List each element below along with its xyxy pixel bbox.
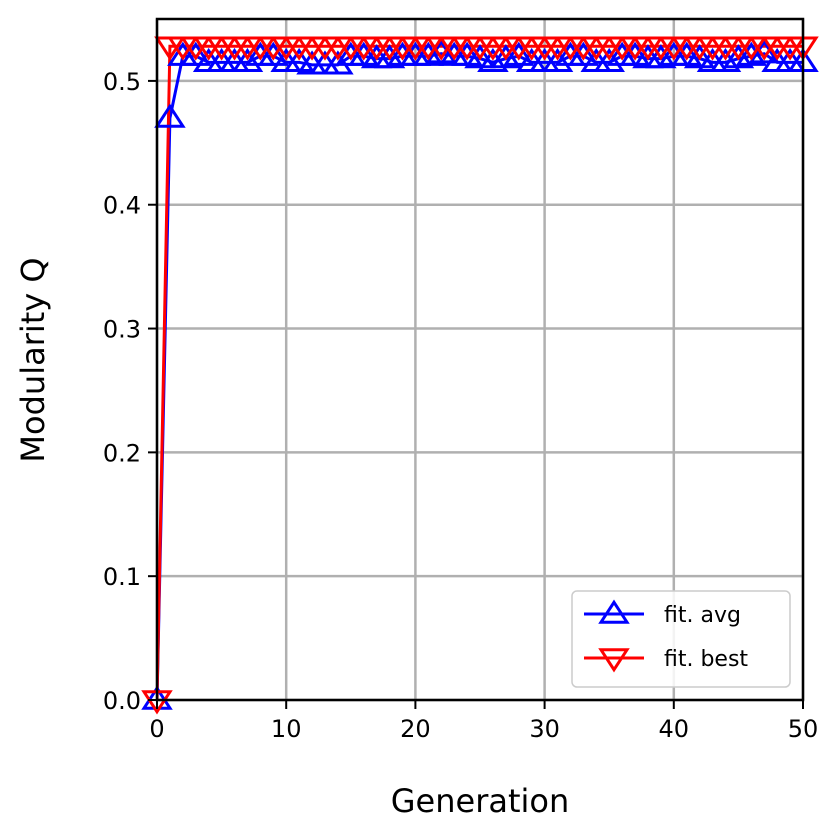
x-tick-label: 30 [529,715,560,743]
y-tick-label: 0.2 [103,439,141,467]
legend-label: fit. best [664,647,748,672]
data-point [683,44,716,69]
data-point [748,39,781,64]
x-tick-label: 40 [659,715,690,743]
data-point [464,44,496,69]
legend-label: fit. avg [664,603,741,628]
data-point [257,41,290,66]
y-tick-label: 0.0 [103,687,141,715]
legend-marker [598,648,630,673]
legend-marker [598,599,630,624]
tick-layer: 0 10 20 30 40 50 0.0 0.1 0.2 0.3 0.4 0.5 [103,68,818,743]
data-point [709,47,742,73]
y-axis-label: Modularity Q [14,257,52,462]
x-axis-label: Generation [391,782,570,820]
x-tick-label: 20 [400,715,431,743]
y-tick-label: 0.5 [103,68,141,96]
data-point [477,47,509,73]
y-tick-label: 0.3 [103,316,141,344]
data-point [567,41,600,66]
x-tick-label: 50 [788,715,819,743]
data-point [154,103,186,128]
legend: fit. avg fit. best [571,590,791,688]
data-point [179,41,212,66]
y-tick-label: 0.1 [103,563,141,591]
x-tick-label: 0 [149,715,164,743]
data-point [231,47,264,73]
data-point [593,47,625,73]
data-point [541,47,574,73]
y-tick-label: 0.4 [103,192,141,220]
data-point [502,41,535,66]
plot-frame [155,17,805,702]
x-tick-label: 10 [271,715,302,743]
marker-layer [141,36,819,715]
